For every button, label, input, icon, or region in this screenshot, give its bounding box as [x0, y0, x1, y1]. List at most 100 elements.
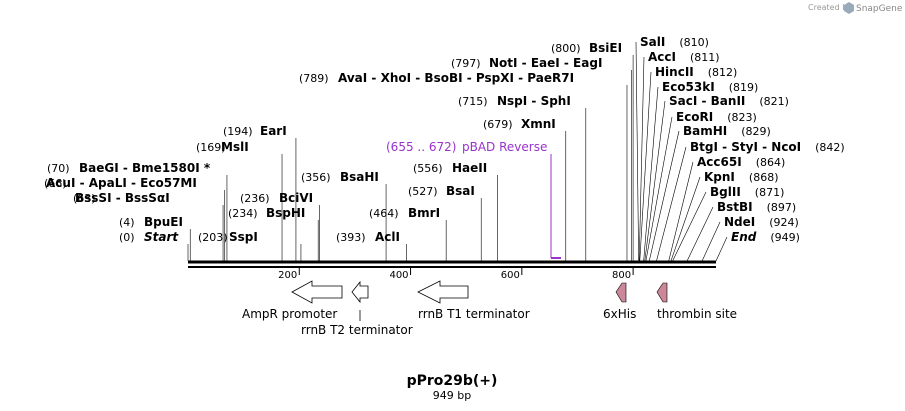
restriction-site[interactable]: NdeI (924) [724, 215, 799, 229]
site-leader-line [635, 41, 639, 262]
restriction-site[interactable]: BstBI (897) [717, 200, 796, 214]
left-arrow-icon [291, 280, 343, 304]
site-name: AccI [648, 50, 676, 64]
restriction-site[interactable]: BsiEI (800) [551, 41, 622, 55]
restriction-site[interactable]: HaeII (556) [413, 161, 487, 175]
restriction-site[interactable]: BsaI (527) [408, 184, 475, 198]
primer-pbad-reverse[interactable]: (655 .. 672) pBAD Reverse [386, 140, 561, 259]
restriction-site[interactable]: BamHI (829) [683, 124, 771, 138]
site-leader-line [639, 71, 652, 262]
site-position: (821) [759, 95, 789, 108]
site-leader-lines [187, 41, 728, 262]
site-leader-line [686, 206, 714, 262]
restriction-site[interactable]: BmrI (464) [369, 206, 440, 220]
restriction-site[interactable]: End (949) [731, 230, 800, 244]
restriction-site[interactable]: Acc65I (864) [697, 155, 785, 169]
restriction-site[interactable]: BglII (871) [710, 185, 784, 199]
scale-tick-label: 800 [612, 270, 631, 281]
feature-thrombin-site[interactable]: thrombin site [656, 282, 737, 321]
site-position: (819) [729, 81, 759, 94]
site-leader-line [648, 130, 680, 262]
site-leader-line [715, 236, 728, 262]
site-name: NotI - EaeI - EagI [489, 56, 602, 70]
site-name: BmrI [408, 206, 440, 220]
restriction-site[interactable]: NotI - EaeI - EagI (797) [451, 56, 602, 70]
feature-6xhis[interactable]: 6xHis [603, 282, 636, 321]
restriction-site[interactable]: BtgI - StyI - NcoI (842) [690, 140, 845, 154]
restriction-site[interactable]: BaeGI - Bme1580I * (70) [47, 161, 211, 175]
restriction-site[interactable]: AcuI - ApaLI - Eco57MI(66) [44, 176, 197, 190]
site-position: (810) [679, 36, 709, 49]
restriction-site[interactable]: NspI - SphI (715) [458, 94, 571, 108]
site-name: BsaHI [340, 170, 379, 184]
site-position: (871) [755, 186, 785, 199]
restriction-site[interactable]: BpuEI (4) [119, 215, 183, 229]
feature-label: thrombin site [657, 307, 737, 321]
site-position: (829) [741, 125, 771, 138]
restriction-site[interactable]: EcoRI (823) [676, 110, 757, 124]
site-position: (0) [119, 231, 135, 244]
site-leader-line [701, 221, 721, 262]
site-name: NspI - SphI [497, 94, 571, 108]
site-name: BstBI [717, 200, 753, 214]
restriction-site[interactable]: BciVI (236) [240, 191, 313, 205]
site-name: AvaI - XhoI - BsoBI - PspXI - PaeR7I [338, 71, 574, 85]
site-name: BamHI [683, 124, 727, 138]
restriction-site[interactable]: Start (0) [119, 230, 179, 244]
site-name: EarI [260, 124, 287, 138]
site-position: (556) [413, 162, 443, 175]
site-position: (236) [240, 192, 270, 205]
restriction-site[interactable]: KpnI (868) [704, 170, 779, 184]
map-title: pPro29b(+) [407, 373, 498, 389]
site-position: (924) [769, 216, 799, 229]
left-arrow-icon [417, 280, 469, 304]
site-name: BciVI [279, 191, 313, 205]
site-name: HaeII [452, 161, 487, 175]
restriction-site[interactable]: AvaI - XhoI - BsoBI - PspXI - PaeR7I (789… [299, 71, 574, 85]
restriction-site[interactable]: BspHI (234) [228, 206, 305, 220]
site-name: AcuI - ApaLI - Eco57MI [46, 176, 197, 190]
site-position: (897) [767, 201, 797, 214]
restriction-site[interactable]: MslI(169) [196, 140, 249, 154]
site-name: SalI [640, 35, 665, 49]
restriction-site-labels: Start(0)BpuEI(4)BssSI - BssSαI(63)AcuI -… [44, 35, 845, 244]
scale-tick-label: 600 [501, 270, 520, 281]
site-position: (864) [756, 156, 786, 169]
site-position: (800) [551, 42, 581, 55]
restriction-site[interactable]: EarI (194) [223, 124, 287, 138]
site-position: (70) [47, 162, 70, 175]
site-position: (811) [690, 51, 720, 64]
feature-rrnb-t2-terminator[interactable]: rrnB T2 terminator [301, 280, 413, 337]
restriction-site[interactable]: XmnI (679) [483, 117, 556, 131]
restriction-site[interactable]: SspI(203) [198, 230, 258, 244]
restriction-site[interactable]: Eco53kI (819) [662, 80, 758, 94]
site-position: (464) [369, 207, 399, 220]
feature-label: rrnB T2 terminator [301, 323, 413, 337]
site-name: EcoRI [676, 110, 713, 124]
left-arrow-icon [351, 280, 369, 304]
site-position: (868) [749, 171, 779, 184]
restriction-site[interactable]: BsaHI (356) [301, 170, 379, 184]
site-name: MslI [221, 140, 249, 154]
restriction-site[interactable]: AccI (811) [648, 50, 720, 64]
site-leader-line [668, 161, 694, 262]
restriction-site[interactable]: AclI (393) [336, 230, 400, 244]
restriction-site[interactable]: SalI (810) [640, 35, 709, 49]
site-name: BpuEI [144, 215, 183, 229]
scale-tick-label: 400 [389, 270, 408, 281]
feature-rrnb-t1-terminator[interactable]: rrnB T1 terminator [417, 280, 530, 321]
restriction-site[interactable]: BssSI - BssSαI(63) [73, 191, 170, 205]
site-name: NdeI [724, 215, 755, 229]
site-name: BssSI - BssSαI [75, 191, 170, 205]
site-name: BsiEI [589, 41, 622, 55]
restriction-site[interactable]: HincII (812) [655, 65, 737, 79]
feature-ampr-promoter[interactable]: AmpR promoter [242, 280, 343, 321]
site-position: (63) [73, 192, 96, 205]
primer-name: pBAD Reverse [462, 140, 547, 154]
site-name: BtgI - StyI - NcoI [690, 140, 801, 154]
snapgene-logo-icon [844, 2, 854, 14]
restriction-site[interactable]: SacI - BanII (821) [669, 94, 789, 108]
site-position: (715) [458, 95, 488, 108]
site-position: (842) [815, 141, 845, 154]
